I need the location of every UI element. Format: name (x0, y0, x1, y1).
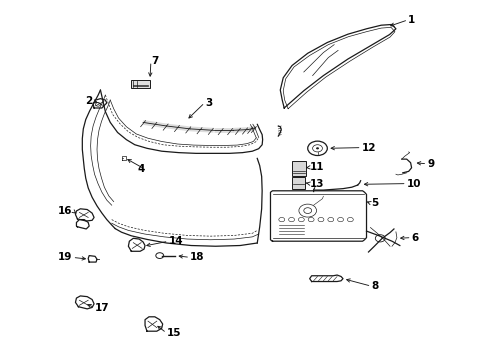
Text: 16: 16 (58, 206, 73, 216)
Text: 15: 15 (167, 328, 181, 338)
Bar (292, 161, 306, 176)
Text: 10: 10 (407, 179, 421, 189)
Text: 4: 4 (138, 164, 145, 174)
Text: 7: 7 (151, 56, 158, 66)
Circle shape (316, 147, 319, 149)
Text: 6: 6 (412, 233, 419, 243)
Text: 8: 8 (371, 281, 379, 291)
Bar (131, 80, 150, 88)
Text: 11: 11 (310, 162, 324, 172)
Text: 17: 17 (95, 303, 110, 313)
Text: 1: 1 (408, 15, 416, 25)
Text: 13: 13 (310, 179, 324, 189)
Text: 9: 9 (427, 159, 435, 169)
Text: 3: 3 (205, 98, 212, 108)
Text: 5: 5 (371, 198, 379, 208)
Text: 19: 19 (58, 252, 73, 262)
Bar (292, 177, 305, 189)
Text: 12: 12 (362, 143, 376, 153)
Text: 14: 14 (169, 236, 183, 246)
Text: 2: 2 (85, 96, 92, 106)
Text: 18: 18 (190, 252, 205, 262)
